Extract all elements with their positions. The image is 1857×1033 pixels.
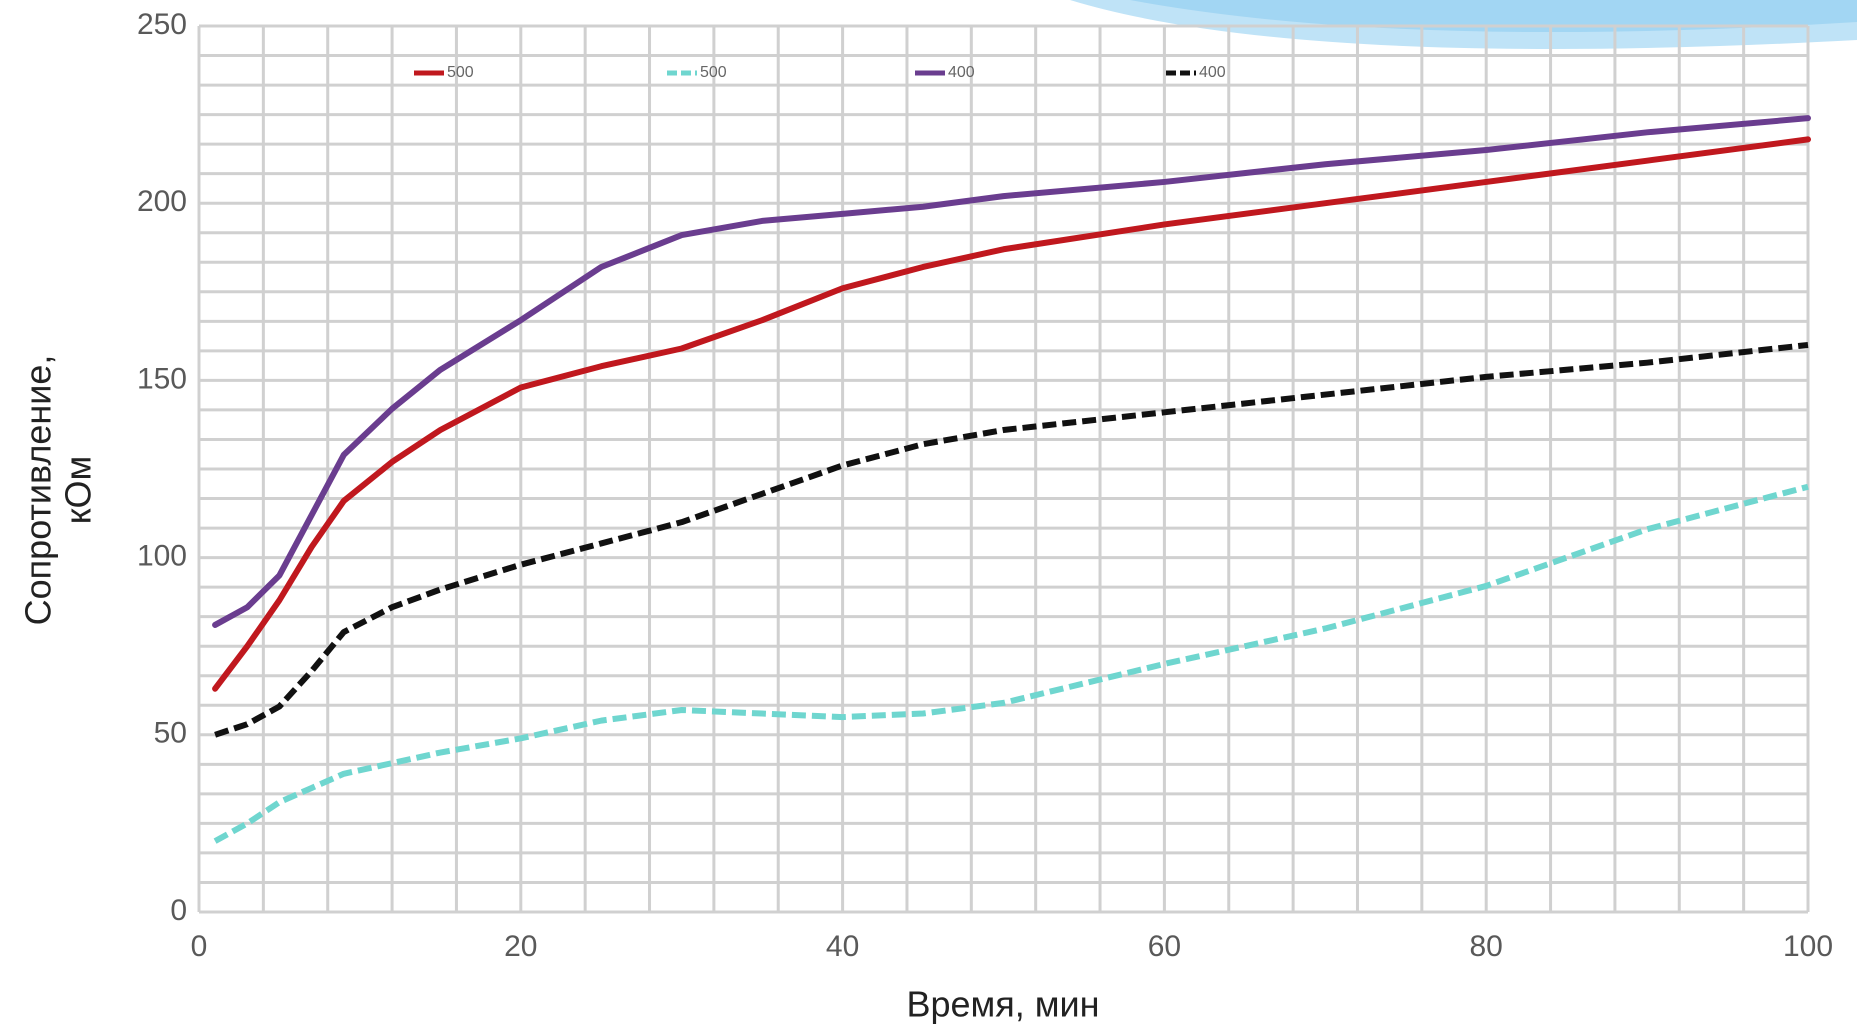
x-axis-title: Время, мин	[906, 984, 1099, 1025]
legend-label: 400	[948, 64, 975, 81]
line	[215, 139, 1808, 688]
y-tick-label: 100	[137, 540, 187, 573]
y-tick-label: 0	[170, 894, 187, 927]
y-axis-title: Сопротивление, кОм	[18, 355, 99, 626]
x-tick-label: 40	[826, 930, 859, 963]
x-tick-label: 60	[1148, 930, 1181, 963]
x-tick-label: 80	[1470, 930, 1503, 963]
legend-label: 500	[700, 64, 727, 81]
y-axis-title-line: Сопротивление,	[18, 355, 59, 626]
legend-label: 400	[1199, 64, 1226, 81]
x-tick-label: 100	[1783, 930, 1833, 963]
chart: Время, мин Сопротивление, кОм 0 20 40 60 80 1…	[0, 0, 1857, 1033]
line	[215, 487, 1808, 841]
x-tick-label: 0	[191, 930, 208, 963]
y-tick-label: 250	[137, 8, 187, 41]
y-tick-label: 150	[137, 362, 187, 395]
y-tick-label: 50	[154, 717, 187, 750]
legend-label: 500	[447, 64, 474, 81]
x-tick-label: 20	[504, 930, 537, 963]
y-tick-label: 200	[137, 185, 187, 218]
y-axis-title-line: кОм	[58, 456, 99, 525]
